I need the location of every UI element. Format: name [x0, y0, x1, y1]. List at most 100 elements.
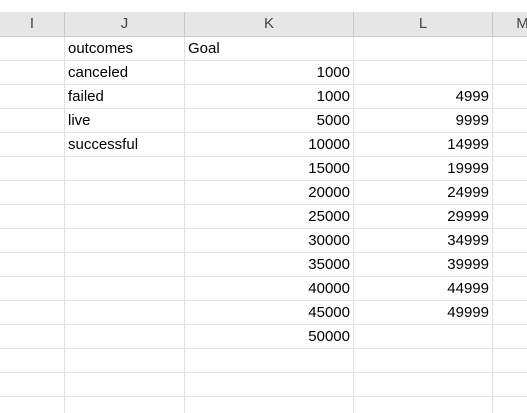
table-row: 15000 19999 [0, 157, 527, 181]
cell-j[interactable] [65, 301, 185, 325]
cell-k[interactable] [185, 349, 354, 373]
cell-j[interactable] [65, 397, 185, 413]
cell-m[interactable] [493, 109, 527, 133]
cell-m[interactable] [493, 181, 527, 205]
cell-m[interactable] [493, 133, 527, 157]
table-row: 40000 44999 [0, 277, 527, 301]
cell-j[interactable]: successful [65, 133, 185, 157]
column-header-row: I J K L M [0, 12, 527, 37]
column-header-l[interactable]: L [354, 12, 493, 36]
cell-k[interactable] [185, 397, 354, 413]
cell-j[interactable] [65, 205, 185, 229]
cell-m[interactable] [493, 61, 527, 85]
cell-j[interactable] [65, 277, 185, 301]
cell-l[interactable]: 19999 [354, 157, 493, 181]
cell-i[interactable] [0, 37, 65, 61]
cell-i[interactable] [0, 373, 65, 397]
cell-k[interactable] [185, 373, 354, 397]
cell-i[interactable] [0, 205, 65, 229]
table-row: failed 1000 4999 [0, 85, 527, 109]
cell-l[interactable] [354, 61, 493, 85]
cell-j[interactable]: outcomes [65, 37, 185, 61]
cell-l[interactable]: 34999 [354, 229, 493, 253]
table-row: outcomes Goal [0, 37, 527, 61]
column-header-j[interactable]: J [65, 12, 185, 36]
table-row: 20000 24999 [0, 181, 527, 205]
cell-m[interactable] [493, 301, 527, 325]
cell-i[interactable] [0, 109, 65, 133]
cell-l[interactable]: 49999 [354, 301, 493, 325]
column-header-k[interactable]: K [185, 12, 354, 36]
cell-k[interactable]: 50000 [185, 325, 354, 349]
cell-i[interactable] [0, 157, 65, 181]
cell-i[interactable] [0, 349, 65, 373]
table-row [0, 349, 527, 373]
cell-l[interactable]: 24999 [354, 181, 493, 205]
table-row: live 5000 9999 [0, 109, 527, 133]
cell-k[interactable]: 45000 [185, 301, 354, 325]
cell-j[interactable] [65, 157, 185, 181]
cell-k[interactable]: 5000 [185, 109, 354, 133]
cell-m[interactable] [493, 253, 527, 277]
cell-j[interactable] [65, 253, 185, 277]
cell-j[interactable] [65, 349, 185, 373]
cell-m[interactable] [493, 229, 527, 253]
cell-l[interactable] [354, 325, 493, 349]
cell-l[interactable] [354, 37, 493, 61]
cell-l[interactable]: 29999 [354, 205, 493, 229]
column-header-i[interactable]: I [0, 12, 65, 36]
cell-k[interactable]: 1000 [185, 61, 354, 85]
cell-k[interactable]: 40000 [185, 277, 354, 301]
cell-m[interactable] [493, 349, 527, 373]
cell-j[interactable]: canceled [65, 61, 185, 85]
toolbar-edge [0, 0, 527, 12]
cell-l[interactable]: 44999 [354, 277, 493, 301]
cell-l[interactable]: 4999 [354, 85, 493, 109]
cell-l[interactable]: 14999 [354, 133, 493, 157]
cell-k[interactable]: 15000 [185, 157, 354, 181]
cell-k[interactable]: 10000 [185, 133, 354, 157]
cell-m[interactable] [493, 277, 527, 301]
cell-m[interactable] [493, 397, 527, 413]
table-row: 25000 29999 [0, 205, 527, 229]
cell-i[interactable] [0, 229, 65, 253]
column-header-m[interactable]: M [493, 12, 527, 36]
cell-i[interactable] [0, 301, 65, 325]
cell-i[interactable] [0, 277, 65, 301]
cell-j[interactable] [65, 325, 185, 349]
cell-m[interactable] [493, 205, 527, 229]
cell-j[interactable]: live [65, 109, 185, 133]
table-row: 30000 34999 [0, 229, 527, 253]
cell-k[interactable]: 30000 [185, 229, 354, 253]
cell-k[interactable]: Goal [185, 37, 354, 61]
table-row [0, 397, 527, 413]
cell-l[interactable]: 9999 [354, 109, 493, 133]
cell-i[interactable] [0, 85, 65, 109]
cell-m[interactable] [493, 157, 527, 181]
cell-l[interactable]: 39999 [354, 253, 493, 277]
cell-j[interactable] [65, 229, 185, 253]
cell-m[interactable] [493, 37, 527, 61]
cell-m[interactable] [493, 373, 527, 397]
table-row: canceled 1000 [0, 61, 527, 85]
cell-m[interactable] [493, 85, 527, 109]
cell-l[interactable] [354, 349, 493, 373]
cell-l[interactable] [354, 397, 493, 413]
cell-m[interactable] [493, 325, 527, 349]
cell-k[interactable]: 1000 [185, 85, 354, 109]
cell-i[interactable] [0, 133, 65, 157]
cell-i[interactable] [0, 181, 65, 205]
cell-j[interactable] [65, 373, 185, 397]
table-row: 35000 39999 [0, 253, 527, 277]
cell-i[interactable] [0, 253, 65, 277]
cell-k[interactable]: 35000 [185, 253, 354, 277]
cell-i[interactable] [0, 397, 65, 413]
cell-k[interactable]: 25000 [185, 205, 354, 229]
cell-l[interactable] [354, 373, 493, 397]
cell-j[interactable] [65, 181, 185, 205]
cell-j[interactable]: failed [65, 85, 185, 109]
cell-i[interactable] [0, 61, 65, 85]
cell-i[interactable] [0, 325, 65, 349]
cell-k[interactable]: 20000 [185, 181, 354, 205]
